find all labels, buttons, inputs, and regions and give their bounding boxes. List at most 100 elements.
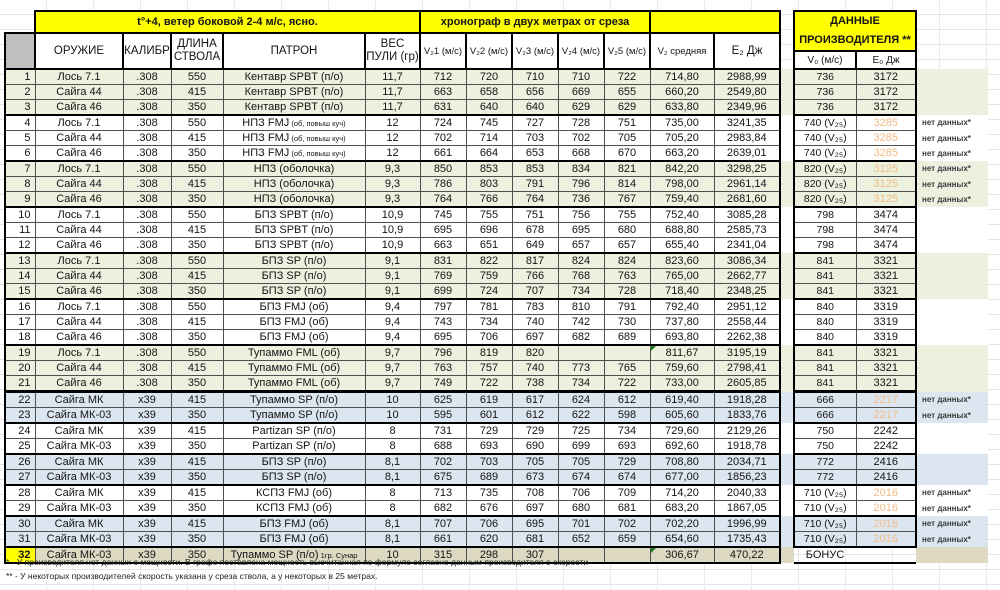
v1-cell[interactable]: 707 [419,515,467,532]
bullet-weight-cell[interactable]: 10,9 [364,237,421,254]
bullet-weight-cell[interactable]: 11,7 [364,68,421,85]
weapon-cell[interactable]: Сайга 44 [34,222,124,238]
row-number[interactable]: 32 [4,546,36,564]
v4-cell[interactable]: 701 [557,515,605,532]
barrel-length-cell[interactable]: 350 [170,145,224,162]
v-average-cell[interactable]: 714,80 [649,68,715,85]
producer-velocity-cell[interactable]: 841 [793,344,857,361]
v5-cell[interactable]: 670 [603,145,651,162]
producer-velocity-cell[interactable]: 736 [793,84,857,100]
v1-cell[interactable]: 713 [419,484,467,501]
energy-cell[interactable]: 2681,60 [713,191,781,208]
producer-velocity-cell[interactable]: 710 (V₂₅) [793,484,857,501]
v-average-cell[interactable]: 688,80 [649,222,715,238]
v5-cell[interactable]: 674 [603,469,651,486]
row-number[interactable]: 12 [4,237,36,254]
producer-velocity-cell[interactable]: 841 [793,375,857,392]
barrel-length-cell[interactable]: 415 [170,222,224,238]
producer-velocity-cell[interactable]: 666 [793,407,857,424]
v2-cell[interactable]: 757 [465,360,513,376]
v2-cell[interactable]: 620 [465,531,513,548]
v3-cell[interactable]: 820 [511,344,559,361]
weapon-cell[interactable]: Лось 7.1 [34,68,124,85]
row-number[interactable]: 18 [4,329,36,346]
v1-cell[interactable]: 682 [419,500,467,517]
producer-velocity-cell[interactable]: 841 [793,283,857,300]
bullet-weight-cell[interactable]: 9,4 [364,314,421,330]
weapon-cell[interactable]: Сайга МК-03 [34,469,124,486]
energy-cell[interactable]: 2549,80 [713,84,781,100]
bullet-weight-cell[interactable]: 9,3 [364,191,421,208]
header-caliber[interactable]: КАЛИБР [122,32,172,70]
barrel-length-cell[interactable]: 415 [170,422,224,439]
v4-cell[interactable] [557,344,605,361]
v-average-cell[interactable]: 714,20 [649,484,715,501]
caliber-cell[interactable]: х39 [122,453,172,470]
bullet-weight-cell[interactable]: 10 [364,546,421,564]
barrel-length-cell[interactable]: 415 [170,360,224,376]
barrel-length-cell[interactable]: 415 [170,515,224,532]
v5-cell[interactable]: 730 [603,314,651,330]
header-v2[interactable]: V₂2 (м/с) [465,32,513,70]
caliber-cell[interactable]: .308 [122,84,172,100]
row-number[interactable]: 11 [4,222,36,238]
v4-cell[interactable]: 624 [557,390,605,408]
v3-cell[interactable]: 740 [511,360,559,376]
v2-cell[interactable]: 619 [465,390,513,408]
barrel-length-cell[interactable]: 350 [170,191,224,208]
v1-cell[interactable]: 731 [419,422,467,439]
v1-cell[interactable]: 661 [419,145,467,162]
v1-cell[interactable]: 695 [419,222,467,238]
row-number[interactable]: 30 [4,515,36,532]
caliber-cell[interactable]: х39 [122,390,172,408]
producer-velocity-cell[interactable]: 840 [793,298,857,315]
v3-cell[interactable]: 738 [511,375,559,392]
v2-cell[interactable]: 822 [465,252,513,269]
cartridge-cell[interactable]: Кентавр SPBT (п/о) [222,99,366,116]
header-weapon[interactable]: ОРУЖИЕ [34,32,124,70]
v2-cell[interactable]: 766 [465,191,513,208]
producer-velocity-cell[interactable]: 710 (V₂₅) [793,515,857,532]
caliber-cell[interactable]: .308 [122,99,172,116]
caliber-cell[interactable]: х39 [122,546,172,564]
producer-velocity-cell[interactable]: 798 [793,237,857,254]
producer-velocity-cell[interactable]: 666 [793,390,857,408]
cartridge-cell[interactable]: БПЗ FMJ (об) [222,515,366,532]
caliber-cell[interactable]: х39 [122,407,172,424]
v-average-cell[interactable]: 823,60 [649,252,715,269]
producer-velocity-cell[interactable]: 840 [793,329,857,346]
v5-cell[interactable] [603,344,651,361]
v1-cell[interactable]: 661 [419,531,467,548]
v-average-cell[interactable]: 693,80 [649,329,715,346]
barrel-length-cell[interactable]: 350 [170,407,224,424]
v1-cell[interactable]: 712 [419,68,467,85]
producer-energy-cell[interactable]: 2242 [855,438,917,455]
producer-velocity-cell[interactable]: 841 [793,268,857,284]
v-average-cell[interactable]: 708,80 [649,453,715,470]
energy-cell[interactable]: 2798,41 [713,360,781,376]
v4-cell[interactable]: 810 [557,298,605,315]
row-number[interactable]: 4 [4,114,36,131]
v3-cell[interactable]: 697 [511,500,559,517]
caliber-cell[interactable]: х39 [122,484,172,501]
cartridge-cell[interactable]: Partizan SP (п/о) [222,422,366,439]
caliber-cell[interactable]: .308 [122,237,172,254]
caliber-cell[interactable]: .308 [122,130,172,146]
v2-cell[interactable]: 759 [465,268,513,284]
barrel-length-cell[interactable]: 415 [170,176,224,192]
v5-cell[interactable]: 729 [603,453,651,470]
corner-cell[interactable] [4,32,36,70]
v5-cell[interactable]: 751 [603,114,651,131]
row-number[interactable]: 14 [4,268,36,284]
footnote-2[interactable]: ** - У некоторых производителей скорость… [6,571,378,581]
cartridge-cell[interactable]: БПЗ SP (п/о) [222,283,366,300]
barrel-length-cell[interactable]: 415 [170,268,224,284]
v1-cell[interactable]: 663 [419,84,467,100]
bullet-weight-cell[interactable]: 12 [364,145,421,162]
v4-cell[interactable]: 699 [557,438,605,455]
header-barrel-length[interactable]: ДЛИНА СТВОЛА [170,32,224,70]
weapon-cell[interactable]: Сайга МК-03 [34,407,124,424]
bullet-weight-cell[interactable]: 12 [364,114,421,131]
producer-energy-cell[interactable]: 2016 [855,531,917,548]
v5-cell[interactable]: 612 [603,390,651,408]
